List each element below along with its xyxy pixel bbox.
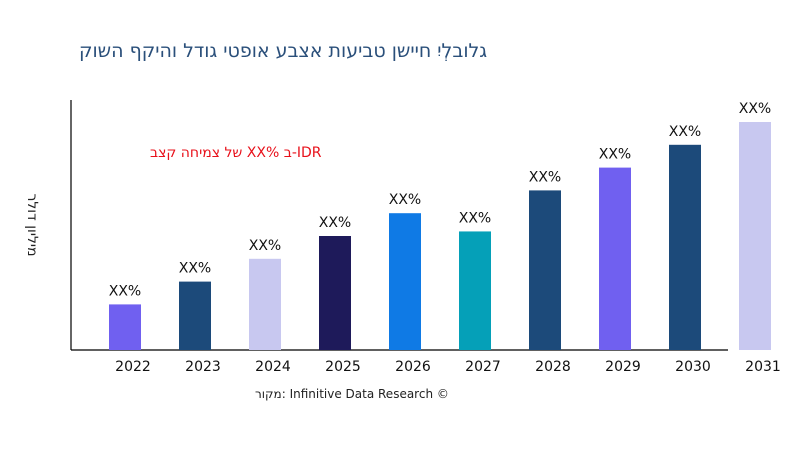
bar-2023	[179, 281, 211, 350]
x-tick-label: 2022	[115, 359, 151, 375]
x-tick-label: 2029	[605, 359, 641, 375]
x-tick-label: 2025	[325, 359, 361, 375]
x-tick-label: 2031	[745, 359, 781, 375]
bar-2025	[319, 236, 351, 350]
data-label: XX%	[319, 215, 351, 231]
bar-2022	[109, 304, 141, 350]
data-label: XX%	[249, 238, 281, 254]
bar-2031	[739, 122, 771, 350]
data-label: XX%	[459, 210, 491, 226]
x-tick-label: 2027	[465, 359, 501, 375]
data-label: XX%	[529, 169, 561, 185]
growth-annotation: בצק החימצ לש XX% ב-IDR	[150, 145, 322, 161]
x-tick-label: 2023	[185, 359, 221, 375]
bar-2030	[669, 144, 701, 350]
bar-2027	[459, 231, 491, 350]
x-tick-label: 2026	[395, 359, 431, 375]
data-label: XX%	[389, 192, 421, 208]
data-label: XX%	[599, 147, 631, 163]
bar-2026	[389, 213, 421, 350]
bar-2029	[599, 167, 631, 350]
bar-2024	[249, 258, 281, 350]
data-label: XX%	[669, 124, 701, 140]
bar-2028	[529, 190, 561, 350]
data-label: XX%	[179, 261, 211, 277]
data-label: XX%	[739, 101, 771, 117]
data-label: XX%	[109, 283, 141, 299]
x-tick-label: 2028	[535, 359, 571, 375]
x-tick-label: 2024	[255, 359, 291, 375]
x-tick-label: 2030	[675, 359, 711, 375]
source-credit: רוקמ: Infinitive Data Research ©	[255, 387, 449, 401]
chart-title: קושה ףקיהו לדוג יטפוא עבצא תועיבט ןשייח …	[79, 40, 488, 62]
